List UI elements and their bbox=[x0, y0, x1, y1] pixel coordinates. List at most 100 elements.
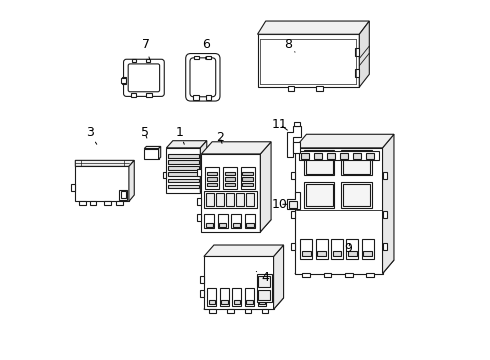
Bar bbox=[245, 214, 255, 228]
Bar bbox=[216, 193, 223, 206]
Bar bbox=[362, 239, 373, 258]
Bar bbox=[306, 152, 333, 174]
Polygon shape bbox=[201, 220, 271, 232]
Polygon shape bbox=[287, 126, 301, 157]
Text: 1: 1 bbox=[176, 126, 184, 144]
Bar bbox=[121, 192, 126, 198]
Bar bbox=[201, 179, 206, 185]
Bar bbox=[197, 198, 201, 205]
Polygon shape bbox=[260, 142, 271, 232]
Bar bbox=[246, 300, 253, 304]
Bar bbox=[383, 243, 387, 250]
Bar bbox=[333, 251, 342, 256]
Bar bbox=[147, 93, 152, 97]
Bar bbox=[206, 95, 211, 100]
FancyBboxPatch shape bbox=[190, 58, 216, 97]
Polygon shape bbox=[144, 147, 161, 149]
Bar bbox=[314, 153, 322, 158]
Text: 11: 11 bbox=[272, 118, 288, 131]
Bar bbox=[131, 93, 136, 97]
Bar bbox=[363, 251, 372, 256]
Bar bbox=[200, 291, 204, 297]
Polygon shape bbox=[287, 192, 300, 209]
Bar bbox=[218, 214, 228, 228]
Text: 3: 3 bbox=[86, 126, 97, 144]
Bar bbox=[224, 177, 235, 181]
Bar bbox=[383, 211, 387, 218]
Bar bbox=[294, 122, 300, 126]
Text: 10: 10 bbox=[272, 198, 288, 211]
Text: 9: 9 bbox=[344, 242, 352, 255]
Bar bbox=[291, 172, 295, 179]
Bar bbox=[257, 274, 272, 302]
Bar bbox=[206, 193, 214, 206]
Bar bbox=[298, 152, 379, 160]
Bar bbox=[302, 273, 310, 277]
Bar bbox=[168, 160, 198, 164]
Bar bbox=[236, 193, 244, 206]
Polygon shape bbox=[359, 21, 369, 87]
Polygon shape bbox=[159, 147, 161, 159]
Text: 2: 2 bbox=[216, 131, 224, 144]
Bar bbox=[201, 167, 206, 174]
Bar bbox=[262, 309, 268, 313]
Bar bbox=[246, 222, 253, 227]
Bar bbox=[233, 222, 240, 227]
Bar bbox=[104, 201, 111, 205]
Bar bbox=[245, 288, 254, 306]
Bar bbox=[207, 172, 218, 175]
Bar bbox=[234, 300, 241, 304]
Bar bbox=[301, 153, 309, 158]
Bar bbox=[323, 273, 331, 277]
Bar bbox=[223, 167, 237, 189]
Polygon shape bbox=[204, 298, 284, 309]
Bar bbox=[383, 172, 387, 179]
Bar bbox=[243, 177, 253, 181]
Polygon shape bbox=[75, 160, 134, 166]
Bar bbox=[245, 193, 253, 206]
Bar bbox=[168, 154, 198, 158]
Bar bbox=[168, 172, 198, 176]
Bar bbox=[205, 167, 220, 189]
Bar bbox=[209, 300, 215, 304]
Bar bbox=[355, 48, 359, 56]
Polygon shape bbox=[201, 154, 260, 232]
Bar bbox=[366, 153, 373, 158]
Bar bbox=[346, 239, 358, 258]
Bar bbox=[304, 150, 334, 175]
Bar bbox=[342, 182, 372, 207]
Bar bbox=[220, 222, 226, 227]
Bar bbox=[241, 167, 255, 189]
Bar bbox=[302, 251, 311, 256]
Bar bbox=[119, 190, 127, 200]
Polygon shape bbox=[200, 141, 207, 193]
Polygon shape bbox=[75, 166, 129, 202]
Polygon shape bbox=[204, 256, 273, 309]
Bar bbox=[132, 59, 136, 62]
Bar bbox=[204, 192, 257, 207]
Bar bbox=[163, 172, 167, 178]
Bar bbox=[146, 59, 150, 62]
Bar bbox=[317, 251, 326, 256]
Bar bbox=[122, 77, 126, 84]
Text: 5: 5 bbox=[141, 126, 149, 139]
Bar bbox=[224, 172, 235, 175]
Bar bbox=[258, 290, 270, 300]
Bar bbox=[245, 309, 251, 313]
Bar bbox=[71, 184, 75, 192]
Bar bbox=[300, 239, 312, 258]
Bar bbox=[220, 288, 229, 306]
Bar bbox=[224, 183, 235, 186]
Polygon shape bbox=[258, 34, 359, 87]
Polygon shape bbox=[144, 149, 159, 159]
Bar bbox=[207, 288, 217, 306]
Polygon shape bbox=[167, 148, 200, 193]
Bar bbox=[207, 177, 218, 181]
Bar bbox=[345, 273, 353, 277]
Bar bbox=[232, 288, 242, 306]
Bar bbox=[348, 251, 357, 256]
Bar bbox=[204, 214, 214, 228]
Bar bbox=[207, 183, 218, 186]
Bar bbox=[342, 150, 372, 175]
Text: 7: 7 bbox=[142, 39, 149, 59]
